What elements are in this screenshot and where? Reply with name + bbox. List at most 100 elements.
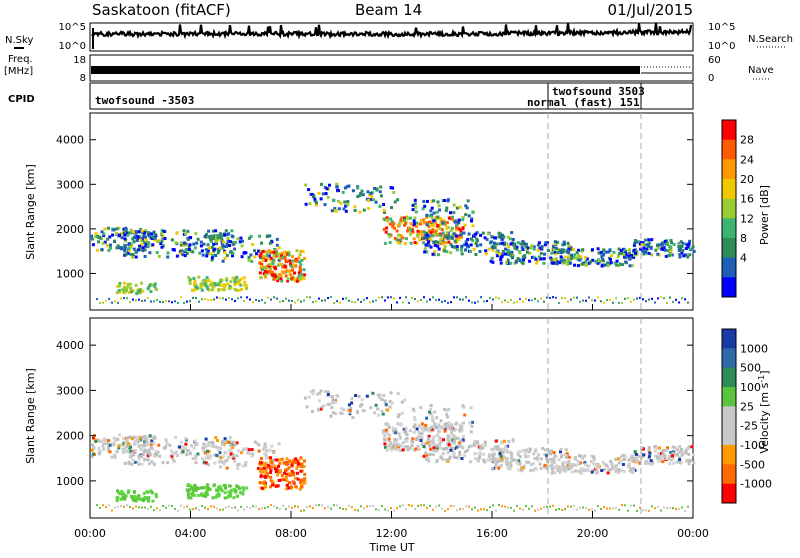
velocity-cell-1548 [225,506,227,509]
velocity-cell-1019 [537,453,541,457]
velocity-cell-156 [222,443,226,446]
power-cell-328 [226,236,230,240]
power-cell-947 [452,232,456,236]
velocity-cell-14 [106,446,110,450]
power-cell-1490 [315,201,318,205]
power-cell-1458 [423,204,427,208]
power-cell-1674 [639,296,641,299]
velocity-cell-78 [113,439,117,443]
power-cell-48 [143,248,147,252]
velocity-cell-4 [124,437,127,440]
power-cell-1380 [375,187,379,191]
power-cell-1688 [681,297,683,300]
power-cell-1355 [367,207,371,210]
power-cell-1050 [553,242,557,246]
power-cell-157 [141,246,145,250]
velocity-cell-995 [494,465,497,469]
power-cell-1683 [666,302,668,304]
velocity-cell-244 [130,451,134,455]
velocity-cell-940 [427,459,431,463]
velocity-cell-1459 [447,421,451,425]
power-cell-1680 [657,297,659,300]
velocity-cell-814 [404,426,408,430]
velocity-cell-335 [262,445,266,449]
velocity-cell-1030 [504,457,508,460]
power-cell-589 [206,287,210,291]
power-cell-805 [438,227,442,231]
velocity-cell-1342 [635,456,638,460]
velocity-cell-1608 [405,508,407,511]
power-cell-776 [443,223,447,227]
velocity-cell-1068 [499,455,503,459]
power-cell-1574 [339,301,341,304]
velocity-cell-261 [150,460,154,464]
velocity-cell-1625 [456,509,458,512]
velocity-cell-1431 [443,407,447,411]
velocity-cell-210 [179,451,183,455]
power-cell-576 [226,282,230,286]
velocity-cell-910 [458,450,461,454]
power-cell-88 [114,232,118,236]
power-cell-874 [503,241,506,245]
power-cell-763 [447,216,451,220]
velocity-cell-915 [446,451,450,455]
power-cell-654 [457,234,461,238]
velocity-cell-463 [270,461,274,465]
velocity-cell-199 [139,447,143,451]
power-cell-1026 [524,245,528,249]
velocity-cell-464 [264,485,268,489]
velocity-cell-1684 [633,504,635,507]
velocity-cell-1568 [285,508,287,511]
power-cell-1042 [563,242,566,246]
power-cell-492 [267,264,271,268]
power-cell-1087 [510,255,514,259]
power-cell-35 [108,235,112,239]
power-cell-1378 [358,194,362,197]
power-cell-1453 [443,199,447,202]
velocity-cell-834 [450,436,454,440]
velocity-cell-1436 [424,427,427,431]
velocity-cell-574 [206,486,210,490]
velocity-cell-1200 [614,469,618,473]
power-colorbar-frame [721,119,737,298]
velocity-cell-1676 [609,507,611,510]
velocity-cell-1642 [507,506,509,509]
power-cell-51 [97,240,101,244]
velocity-cell-691 [387,437,391,441]
velocity-cell-245 [203,451,207,455]
velocity-cell-770 [412,425,416,429]
power-cell-159 [130,243,133,247]
velocity-cell-1405 [389,391,393,395]
velocity-cell-1335 [653,449,657,453]
power-cell-849 [469,243,473,247]
velocity-cell-1094 [516,453,520,457]
velocity-cell-1558 [255,505,257,508]
power-cell-38 [150,232,154,236]
power-cell-1150 [627,254,631,258]
velocity-colorbar-tick-2: 100 [740,381,761,394]
velocity-cell-32 [91,443,94,447]
cpid-label: CPID [8,94,35,105]
power-cell-1018 [528,259,532,263]
power-cell-1002 [540,245,544,249]
velocity-cell-224 [123,461,127,465]
velocity-cell-1514 [123,505,125,508]
velocity-cell-1446 [412,430,416,434]
velocity-cell-949 [425,457,429,461]
power-cell-1242 [688,239,692,243]
velocity-cell-1297 [647,456,651,460]
velocity-cell-741 [393,444,397,448]
power-cell-1031 [490,256,494,260]
power-cell-476 [279,274,283,278]
power-cell-1303 [635,250,639,254]
power-cell-342 [233,247,237,251]
power-cell-1388 [330,209,334,213]
power-cell-86 [129,228,133,232]
velocity-cell-1239 [629,456,633,460]
power-cell-1085 [553,250,557,254]
power-cell-986 [562,240,566,244]
velocity-cell-570 [212,483,216,487]
power-ytick-label-0: 1000 [56,267,84,280]
velocity-cell-1391 [380,409,384,413]
power-cell-1579 [354,301,356,304]
